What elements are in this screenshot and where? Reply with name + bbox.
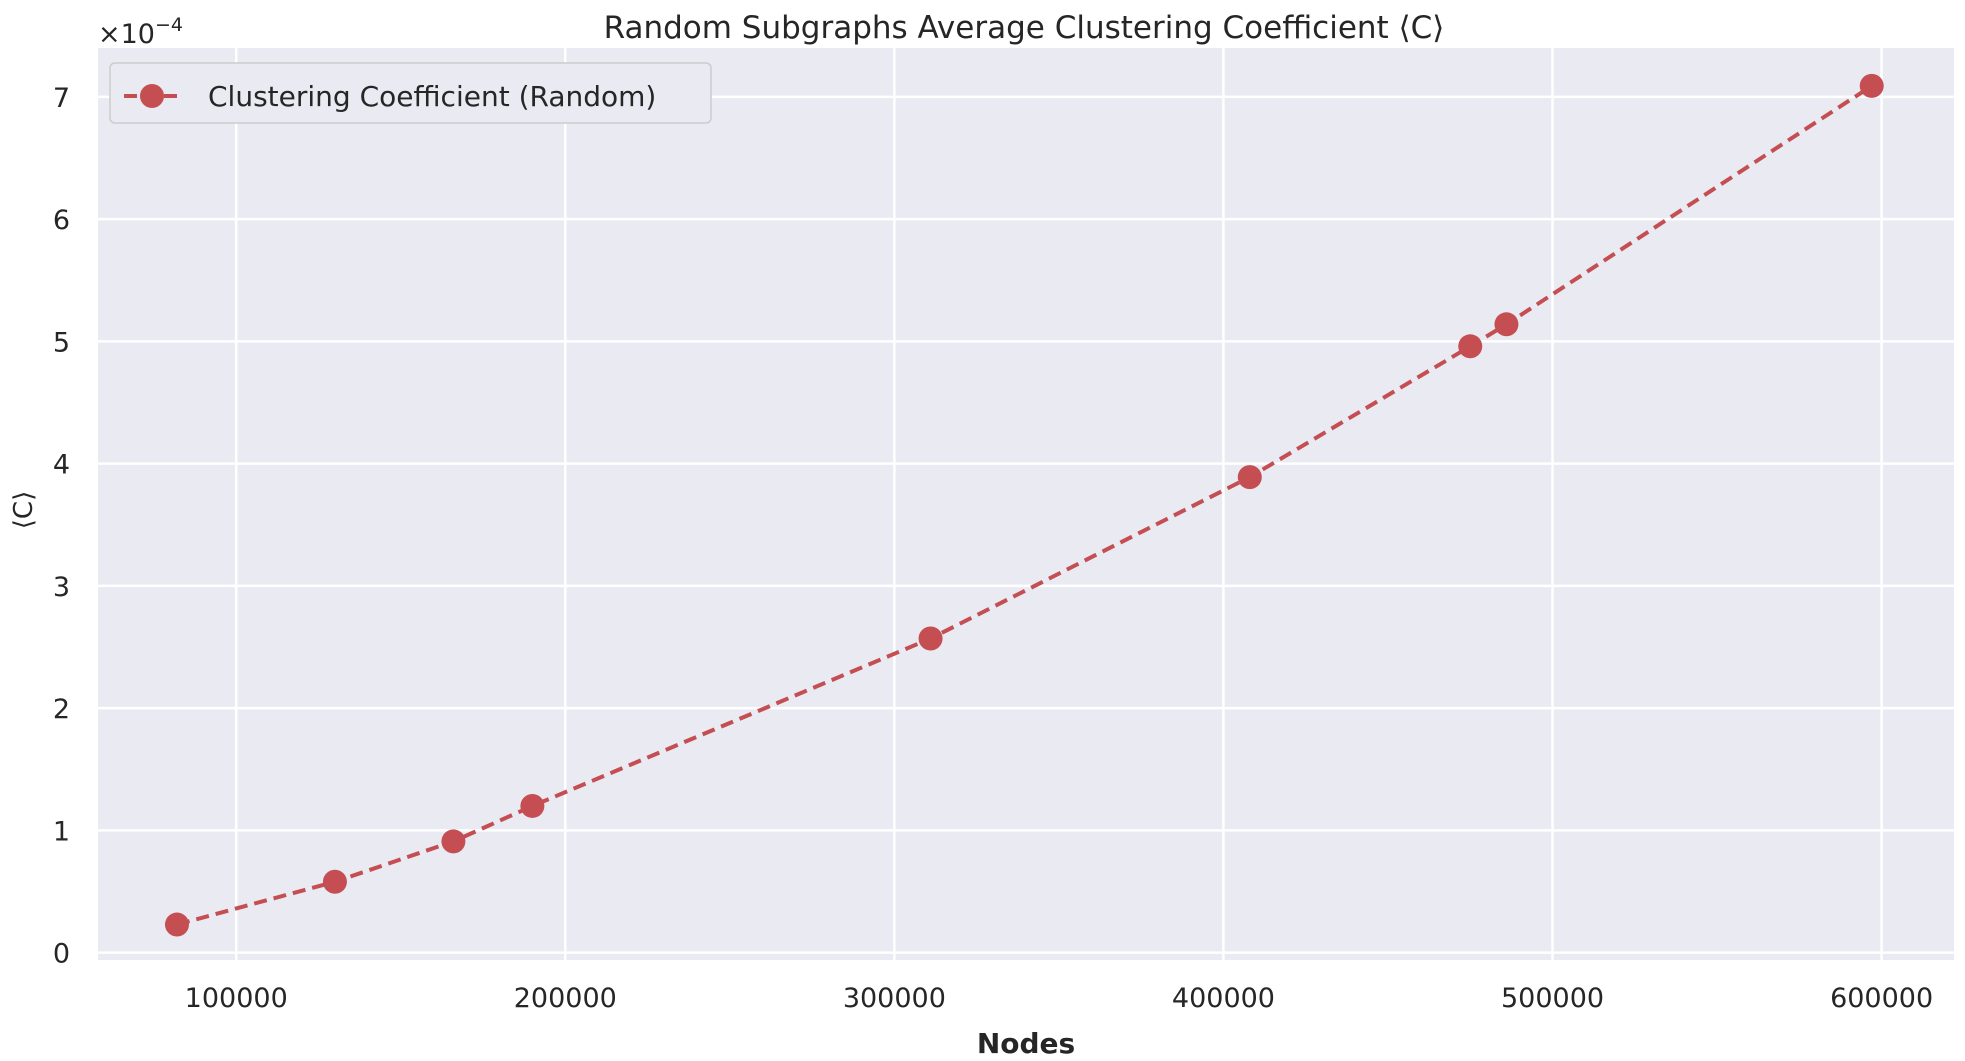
data-point bbox=[1859, 73, 1884, 98]
y-tick-label: 2 bbox=[53, 694, 70, 725]
legend-box bbox=[109, 62, 712, 124]
x-tick-label: 100000 bbox=[185, 983, 288, 1014]
data-point bbox=[322, 869, 347, 894]
legend: Clustering Coefficient (Random) bbox=[109, 62, 712, 124]
x-tick-label: 200000 bbox=[514, 983, 617, 1014]
y-tick-label: 6 bbox=[53, 205, 70, 236]
x-tick-label: 400000 bbox=[1172, 983, 1275, 1014]
data-point bbox=[1494, 312, 1519, 337]
plot-area bbox=[98, 48, 1954, 960]
grid-lines bbox=[98, 48, 1954, 960]
y-tick-label: 0 bbox=[53, 939, 70, 970]
x-tick-labels: 100000 200000 300000 400000 500000 600000 bbox=[185, 983, 1933, 1014]
data-point bbox=[441, 829, 466, 854]
y-tick-label: 5 bbox=[53, 327, 70, 358]
y-tick-label: 3 bbox=[53, 572, 70, 603]
chart-title: Random Subgraphs Average Clustering Coef… bbox=[604, 10, 1445, 46]
legend-marker bbox=[140, 84, 164, 108]
legend-entry-label: Clustering Coefficient (Random) bbox=[208, 80, 656, 113]
data-point bbox=[1458, 334, 1483, 359]
x-tick-label: 600000 bbox=[1830, 983, 1933, 1014]
data-point bbox=[164, 912, 189, 937]
x-axis-label: Nodes bbox=[977, 1027, 1075, 1060]
y-axis-label: ⟨C⟩ bbox=[9, 491, 39, 529]
series-layer bbox=[164, 73, 1884, 937]
data-point bbox=[520, 793, 545, 818]
y-offset-label: ×10−4 bbox=[98, 14, 183, 50]
x-tick-label: 500000 bbox=[1501, 983, 1604, 1014]
y-tick-label: 4 bbox=[53, 450, 70, 481]
y-tick-label: 7 bbox=[53, 83, 70, 114]
data-point bbox=[918, 626, 943, 651]
y-tick-label: 1 bbox=[53, 816, 70, 847]
x-tick-label: 300000 bbox=[843, 983, 946, 1014]
y-tick-labels: 0 1 2 3 4 5 6 7 bbox=[53, 83, 70, 970]
data-point bbox=[1237, 465, 1262, 490]
